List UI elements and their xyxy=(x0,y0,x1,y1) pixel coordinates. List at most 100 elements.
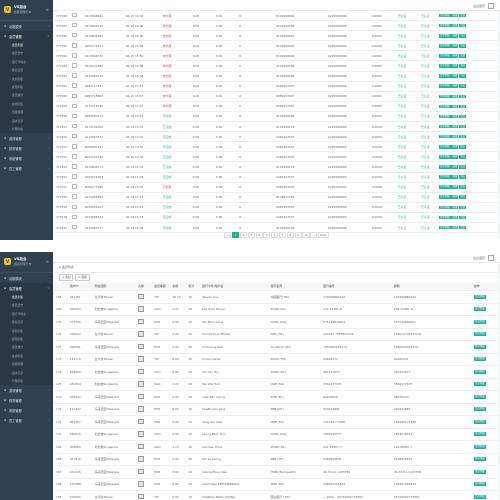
page-link[interactable]: 8 xyxy=(286,232,294,238)
row-checkbox[interactable] xyxy=(72,63,77,68)
action-button-0[interactable]: 资金明细 xyxy=(438,175,451,179)
fund-detail-button[interactable]: 资金明细 xyxy=(473,432,486,437)
action-button-0[interactable]: 资金明细 xyxy=(438,155,451,159)
action-button-2[interactable]: 冻结 xyxy=(459,33,467,38)
action-button-0[interactable]: 资金明细 xyxy=(438,165,451,169)
page-link[interactable]: 2 xyxy=(240,232,248,238)
fullscreen-icon[interactable] xyxy=(488,3,494,9)
nav-subitem[interactable]: ›提现列表 xyxy=(0,83,53,91)
nav-subitem[interactable]: ›会员日志 xyxy=(0,49,53,57)
nav-subitem[interactable]: ›返水记录 xyxy=(0,369,53,377)
row-checkbox[interactable] xyxy=(72,103,77,109)
fund-detail-button[interactable]: 资金明细 xyxy=(473,494,486,499)
audit-link[interactable]: 已认证 xyxy=(420,154,430,159)
brand-subtitle[interactable]: 超级管理员 ▼ xyxy=(14,262,32,266)
row-checkbox[interactable] xyxy=(72,174,77,179)
row-checkbox[interactable] xyxy=(72,22,77,28)
action-button-2[interactable]: 冻结 xyxy=(459,54,467,58)
nav-subitem[interactable]: ›代理列表 xyxy=(0,377,53,385)
nav-group-0[interactable]: ▪ 功能模块 ‹ xyxy=(0,21,53,31)
row-checkbox[interactable] xyxy=(72,73,77,78)
action-button-1[interactable]: 编辑 xyxy=(451,175,459,179)
action-button-2[interactable]: 冻结 xyxy=(459,175,467,179)
row-checkbox[interactable] xyxy=(72,133,77,139)
action-button-2[interactable]: 冻结 xyxy=(459,13,467,18)
audit-link[interactable]: 已认证 xyxy=(420,23,430,28)
nav-group-3[interactable]: ▪ 财务管理 ‹ xyxy=(0,143,53,153)
action-button-1[interactable]: 编辑 xyxy=(451,185,459,189)
nav-subitem[interactable]: ›代理列表 xyxy=(0,125,53,133)
action-button-1[interactable]: 编辑 xyxy=(451,44,459,48)
row-checkbox[interactable] xyxy=(72,93,77,99)
nav-subitem[interactable]: ›充值列表 xyxy=(0,75,53,83)
audit-link[interactable]: 已认证 xyxy=(420,13,430,18)
audit-link[interactable]: 已认证 xyxy=(420,53,430,58)
action-button-1[interactable]: 编辑 xyxy=(451,33,459,38)
fund-detail-button[interactable]: 资金明细 xyxy=(473,394,486,399)
nav-subitem[interactable]: ›提现列表 xyxy=(0,335,53,343)
nav-group-4[interactable]: ▪ 系统管理 ‹ xyxy=(0,153,53,163)
action-button-0[interactable]: 资金明细 xyxy=(438,84,451,88)
action-button-0[interactable]: 资金明细 xyxy=(438,215,451,220)
action-button-2[interactable]: 冻结 xyxy=(459,74,467,78)
home-link[interactable]: 后台首页 xyxy=(473,255,494,261)
action-button-2[interactable]: 冻结 xyxy=(459,195,467,200)
action-button-0[interactable]: 资金明细 xyxy=(438,23,451,28)
nav-subitem[interactable]: ›会员列表 xyxy=(0,293,53,301)
fund-detail-button[interactable]: 资金明细 xyxy=(473,419,486,424)
action-button-1[interactable]: 编辑 xyxy=(451,104,459,109)
row-checkbox[interactable] xyxy=(72,144,77,149)
action-button-2[interactable]: 冻结 xyxy=(459,104,467,109)
row-checkbox[interactable] xyxy=(72,184,77,189)
audit-link[interactable]: 已认证 xyxy=(420,74,430,79)
action-button-1[interactable]: 编辑 xyxy=(451,165,459,169)
row-checkbox[interactable] xyxy=(72,12,77,18)
nav-group-5[interactable]: ▪ 员工管理 ‹ xyxy=(0,415,53,425)
action-button-1[interactable]: 编辑 xyxy=(451,144,459,149)
nav-group-2[interactable]: ▪ 游戏管理 ‹ xyxy=(0,133,53,143)
audit-link[interactable]: 已认证 xyxy=(420,104,430,109)
action-button-1[interactable]: 编辑 xyxy=(451,54,459,58)
nav-group-5[interactable]: ▪ 员工管理 ‹ xyxy=(0,163,53,173)
action-button-0[interactable]: 资金明细 xyxy=(438,44,451,48)
row-checkbox[interactable] xyxy=(72,204,77,210)
action-button-2[interactable]: 冻结 xyxy=(459,23,467,28)
fund-detail-button[interactable]: 资金明细 xyxy=(473,369,486,374)
audit-link[interactable]: 已认证 xyxy=(420,84,430,89)
action-button-2[interactable]: 冻结 xyxy=(459,114,467,119)
audit-link[interactable]: 已认证 xyxy=(420,205,430,210)
audit-link[interactable]: 已认证 xyxy=(420,33,430,38)
action-button-2[interactable]: 冻结 xyxy=(459,64,467,68)
nav-subitem[interactable]: ›会员统计 xyxy=(0,91,53,99)
audit-link[interactable]: 已认证 xyxy=(420,134,430,139)
nav-subitem[interactable]: ›层级管理 xyxy=(0,360,53,368)
action-button-2[interactable]: 冻结 xyxy=(459,84,467,88)
fund-detail-button[interactable]: 资金明细 xyxy=(473,444,486,449)
action-button-0[interactable]: 资金明细 xyxy=(438,195,451,200)
page-link[interactable]: 7 xyxy=(278,232,286,238)
action-button-2[interactable]: 冻结 xyxy=(459,165,467,169)
refresh-button[interactable]: ↻ 刷新 xyxy=(75,274,90,281)
action-button-1[interactable]: 编辑 xyxy=(451,23,459,28)
audit-link[interactable]: 已认证 xyxy=(420,225,430,230)
nav-subitem[interactable]: ›充值列表 xyxy=(0,327,53,335)
add-button[interactable]: + 添加 xyxy=(59,274,74,281)
action-button-2[interactable]: 冻结 xyxy=(459,44,467,48)
action-button-0[interactable]: 资金明细 xyxy=(438,205,451,210)
nav-subitem[interactable]: ›账变记录 xyxy=(0,66,53,74)
action-button-2[interactable]: 冻结 xyxy=(459,215,467,220)
audit-link[interactable]: 已认证 xyxy=(420,164,430,169)
action-button-2[interactable]: 冻结 xyxy=(459,205,467,210)
action-button-1[interactable]: 编辑 xyxy=(451,155,459,159)
audit-link[interactable]: 已认证 xyxy=(420,43,430,48)
menu-toggle-icon[interactable]: ≡ xyxy=(45,259,49,264)
nav-subitem[interactable]: ›会员日志 xyxy=(0,301,53,309)
page-link[interactable]: 3 xyxy=(247,232,255,238)
row-checkbox[interactable] xyxy=(72,113,77,119)
page-link[interactable]: 9 xyxy=(294,232,302,238)
fund-detail-button[interactable]: 资金明细 xyxy=(473,332,486,337)
nav-group-1[interactable]: ▪ 会员管理 ▾ xyxy=(0,31,53,41)
action-button-0[interactable]: 资金明细 xyxy=(438,74,451,78)
action-button-1[interactable]: 编辑 xyxy=(451,64,459,68)
nav-subitem[interactable]: ›会员列表 xyxy=(0,41,53,49)
